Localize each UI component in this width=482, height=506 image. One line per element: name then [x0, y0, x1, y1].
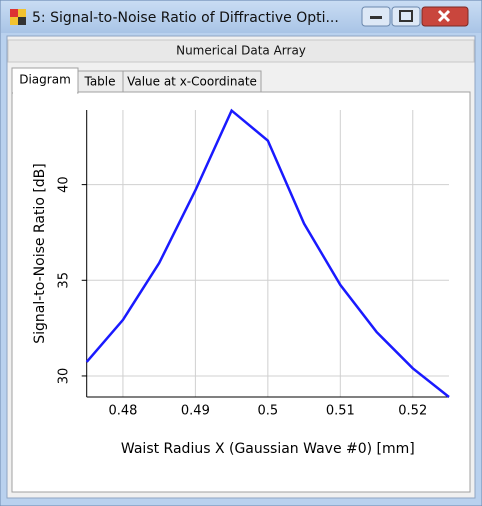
x-tick-label: 0.48	[108, 404, 137, 419]
header-label: Numerical Data Array	[176, 44, 306, 58]
y-axis-label: Signal-to-Noise Ratio [dB]	[32, 163, 48, 344]
tab-label[interactable]: Diagram	[19, 73, 71, 87]
x-axis-label: Waist Radius X (Gaussian Wave #0) [mm]	[121, 441, 415, 457]
tab-label[interactable]: Value at x-Coordinate	[127, 75, 257, 89]
window-title: 5: Signal-to-Noise Ratio of Diffractive …	[32, 10, 339, 26]
x-tick-label: 0.49	[181, 404, 210, 419]
data-line	[85, 108, 450, 398]
tab[interactable]	[122, 70, 262, 93]
y-tick-label: 35	[57, 272, 72, 289]
tab[interactable]	[11, 67, 79, 94]
x-tick-label: 0.5	[258, 404, 279, 419]
close-button[interactable]	[421, 6, 469, 27]
tab-label[interactable]: Table	[83, 75, 115, 89]
app-icon	[10, 9, 26, 25]
x-tick-label: 0.52	[398, 404, 427, 419]
header-strip	[7, 39, 475, 63]
maximize-button[interactable]	[391, 6, 421, 27]
y-tick-label: 40	[57, 176, 72, 193]
chart: 0.48 0.49 0.5 0.51 0.52 30 35 40 Waist Radius X …	[32, 108, 450, 457]
tab-panel	[11, 91, 471, 493]
x-tick-label: 0.51	[326, 404, 355, 419]
y-tick-label: 30	[57, 368, 72, 385]
minimize-button[interactable]	[361, 6, 391, 27]
